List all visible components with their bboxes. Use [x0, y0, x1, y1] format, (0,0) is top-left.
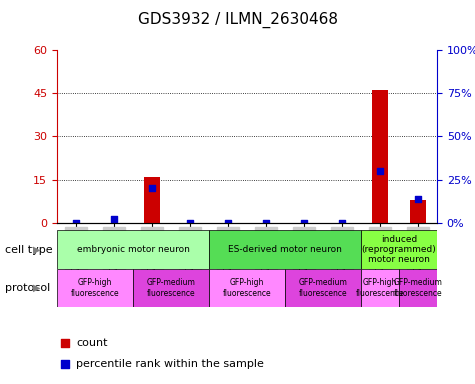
Text: GFP-high
fluorescence: GFP-high fluorescence: [223, 278, 271, 298]
FancyBboxPatch shape: [57, 230, 209, 269]
Text: ▶: ▶: [33, 245, 40, 255]
Text: GFP-medium
fluorescence: GFP-medium fluorescence: [394, 278, 442, 298]
Text: cell type: cell type: [5, 245, 52, 255]
Point: [262, 220, 270, 226]
Point: [312, 8, 320, 14]
Point: [300, 220, 308, 226]
FancyBboxPatch shape: [399, 269, 437, 307]
Text: GDS3932 / ILMN_2630468: GDS3932 / ILMN_2630468: [137, 12, 338, 28]
Point: [312, 204, 320, 210]
Point: [338, 220, 346, 226]
Text: GFP-medium
fluorescence: GFP-medium fluorescence: [299, 278, 347, 298]
Bar: [144, 177, 160, 223]
FancyBboxPatch shape: [361, 269, 399, 307]
Text: GFP-high
fluorescence: GFP-high fluorescence: [71, 278, 119, 298]
FancyBboxPatch shape: [361, 230, 437, 269]
Text: embryonic motor neuron: embryonic motor neuron: [76, 245, 190, 254]
Point: [72, 220, 80, 226]
FancyBboxPatch shape: [57, 269, 133, 307]
Point: [148, 185, 156, 191]
Bar: [372, 90, 388, 223]
Text: induced
(reprogrammed)
motor neuron: induced (reprogrammed) motor neuron: [361, 235, 437, 265]
Point: [110, 216, 118, 222]
Point: [186, 220, 194, 226]
FancyBboxPatch shape: [285, 269, 361, 307]
Text: count: count: [76, 338, 107, 348]
FancyBboxPatch shape: [209, 230, 361, 269]
Bar: [410, 200, 426, 223]
Point: [414, 195, 422, 202]
Text: GFP-high
fluorescence: GFP-high fluorescence: [356, 278, 404, 298]
FancyBboxPatch shape: [133, 269, 209, 307]
Point: [224, 220, 232, 226]
Text: ▶: ▶: [33, 283, 40, 293]
Text: percentile rank within the sample: percentile rank within the sample: [76, 359, 264, 369]
FancyBboxPatch shape: [209, 269, 285, 307]
Point: [376, 168, 384, 174]
Text: protocol: protocol: [5, 283, 50, 293]
Text: ES-derived motor neuron: ES-derived motor neuron: [228, 245, 342, 254]
Text: GFP-medium
fluorescence: GFP-medium fluorescence: [147, 278, 195, 298]
